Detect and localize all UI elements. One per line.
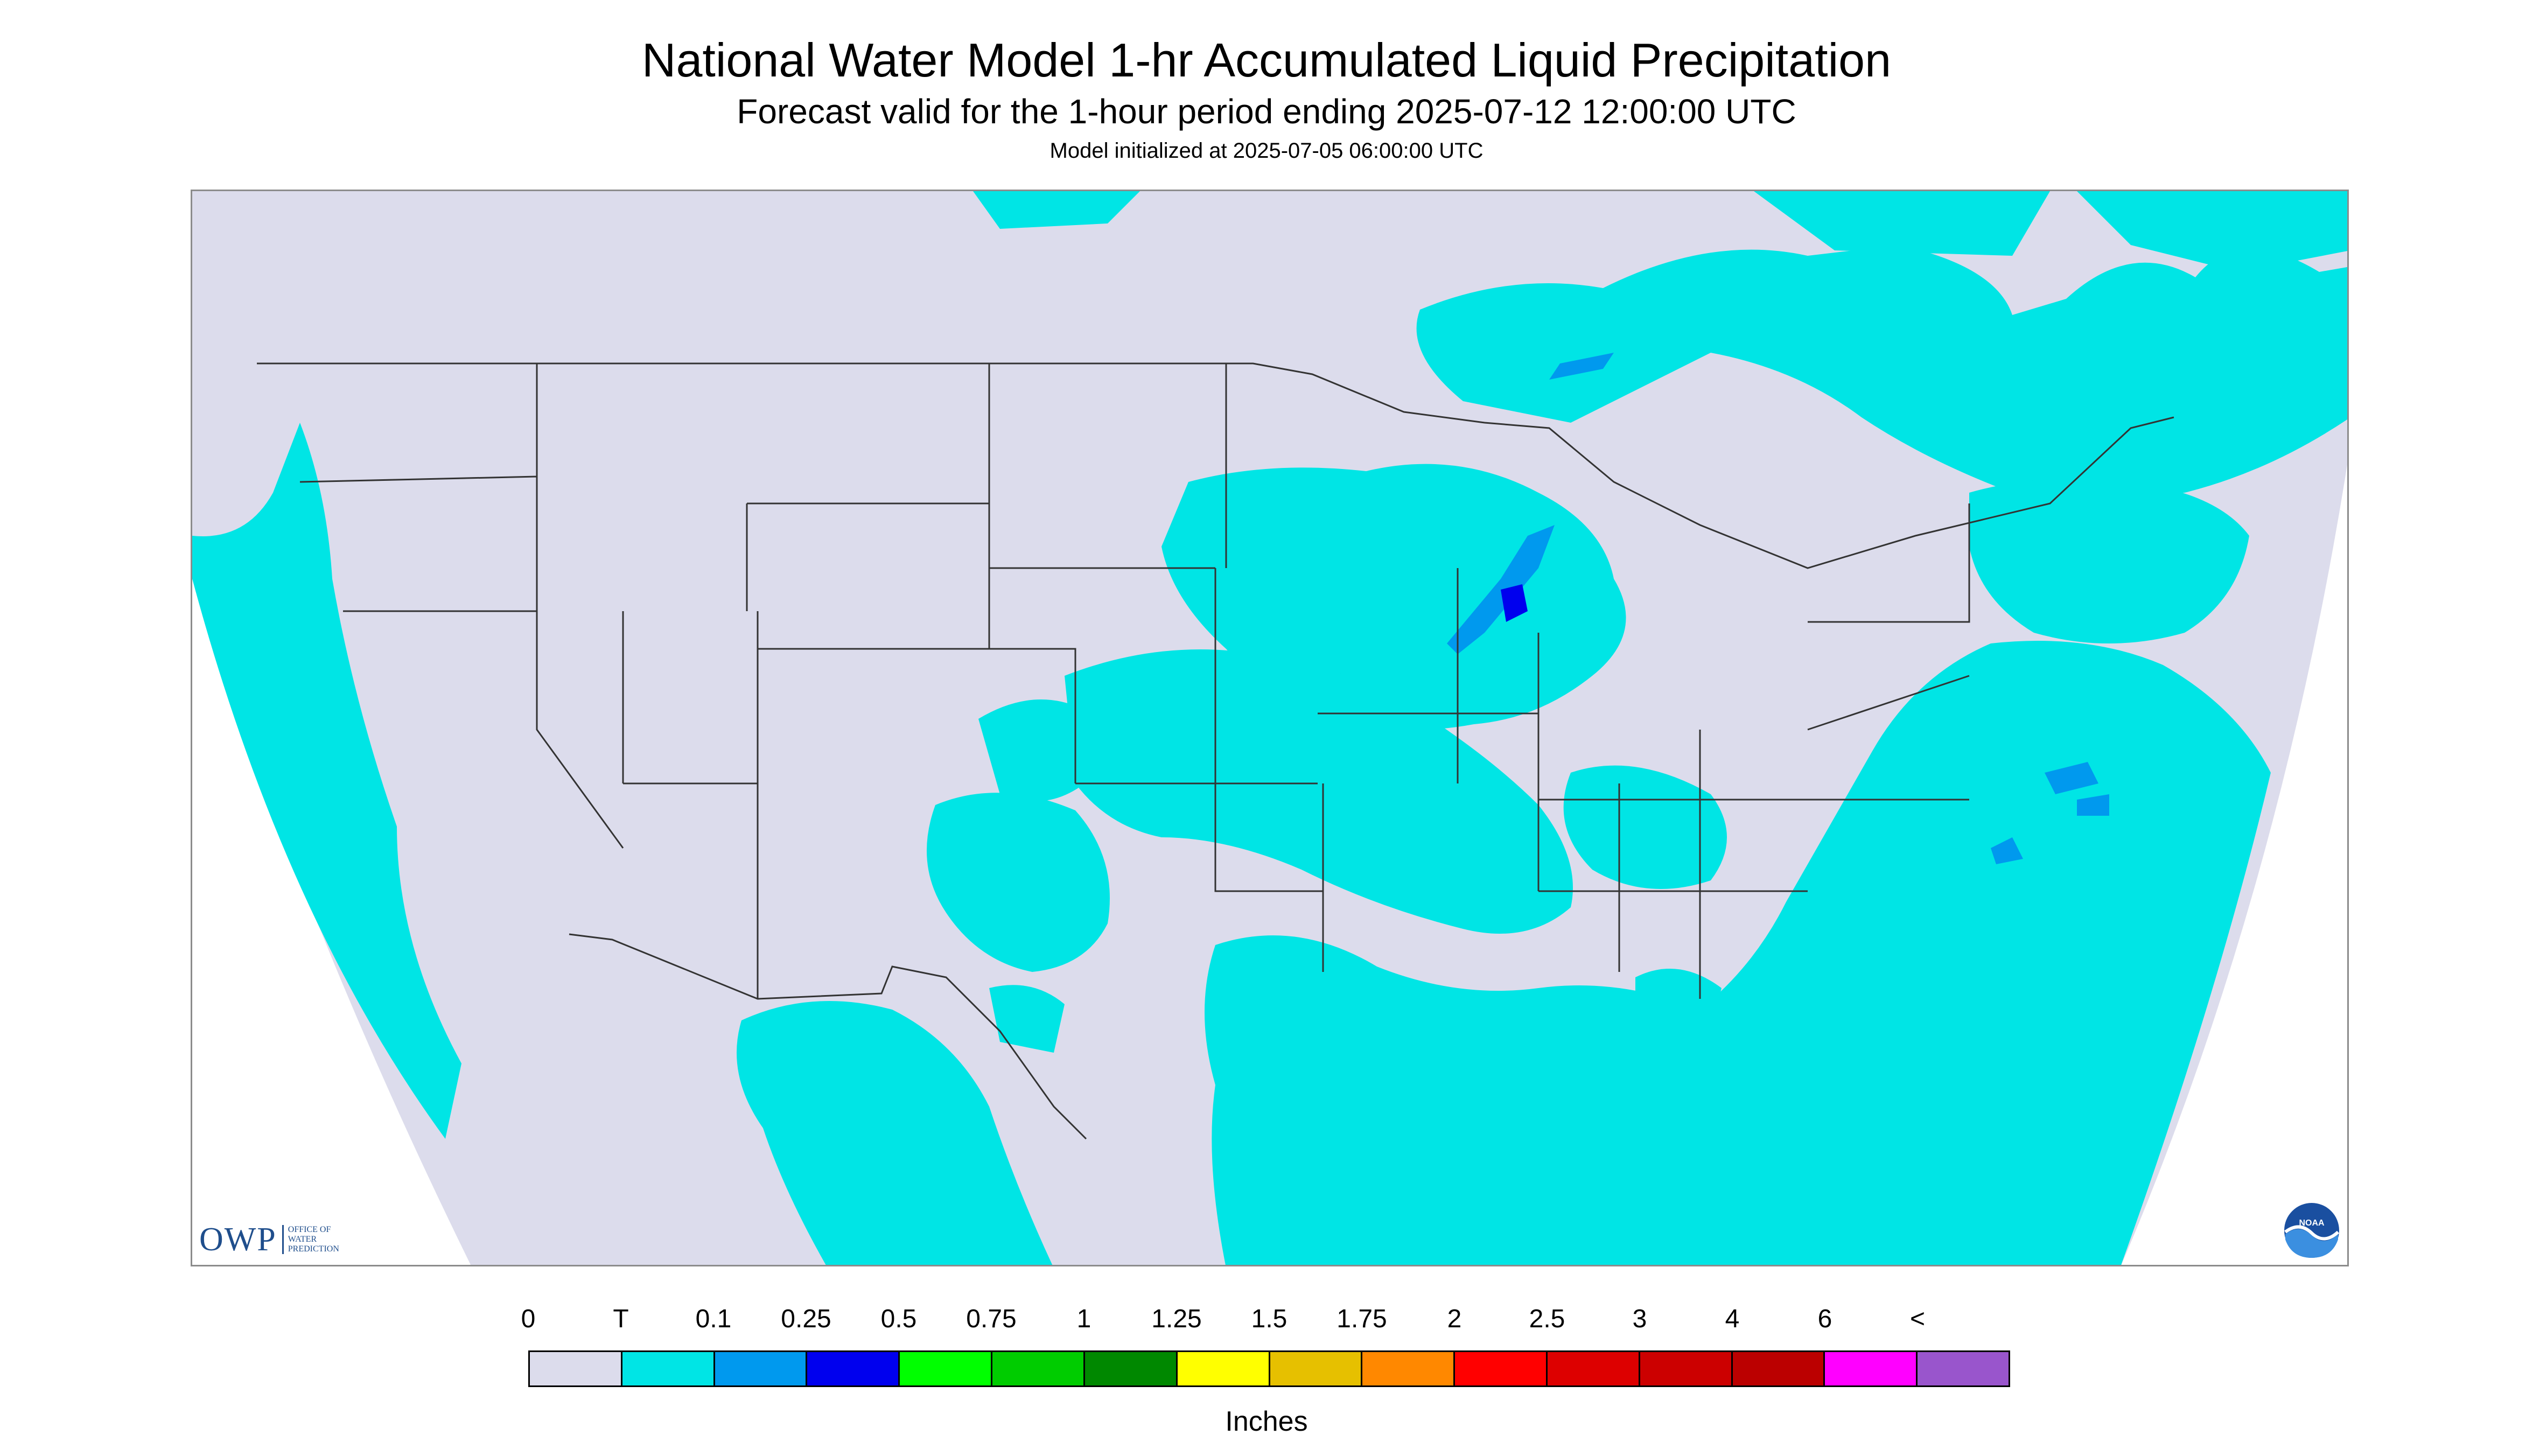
legend-label-15: < [1909, 1305, 1926, 1333]
legend-swatch-3 [807, 1352, 900, 1385]
legend-swatch-12 [1640, 1352, 1733, 1385]
legend-label-10: 2 [1447, 1305, 1462, 1333]
legend-label-6: 1 [1076, 1305, 1091, 1333]
legend-swatch-8 [1270, 1352, 1363, 1385]
legend-label-1: T [613, 1305, 629, 1333]
state-lines-west [299, 362, 1318, 999]
legend-label-5: 0.75 [966, 1305, 1017, 1333]
political-boundaries [257, 362, 2174, 1140]
legend-label-9: 1.75 [1337, 1305, 1387, 1333]
legend-colorbar [528, 1350, 2010, 1387]
model-init-caption: Model initialized at 2025-07-05 06:00:00… [1049, 139, 1484, 163]
map-canvas [192, 191, 2347, 1265]
precip-canada-top [973, 191, 1140, 229]
precip-light-regions [192, 191, 2347, 1265]
map-title: National Water Model 1-hr Accumulated Li… [641, 33, 1892, 87]
precip-canada-band [1416, 245, 2347, 498]
legend-swatch-6 [1084, 1352, 1178, 1385]
legend-label-4: 0.5 [880, 1305, 917, 1333]
legend-swatch-7 [1177, 1352, 1270, 1385]
owp-logo-text: OFFICE OF WATER PREDICTION [282, 1225, 353, 1254]
precip-moderate-regions [1447, 353, 2109, 864]
precipitation-map [191, 190, 2349, 1266]
precip-quebec [1754, 191, 2050, 256]
legend-swatch-14 [1825, 1352, 1918, 1385]
forecast-valid-subtitle: Forecast valid for the 1-hour period end… [737, 92, 1796, 131]
legend-swatch-9 [1362, 1352, 1456, 1385]
legend-label-7: 1.25 [1151, 1305, 1202, 1333]
state-lines-central [1214, 503, 1970, 999]
legend-label-2: 0.1 [695, 1305, 732, 1333]
legend-swatch-1 [622, 1352, 715, 1385]
legend-labels: 0 T 0.1 0.25 0.5 0.75 1 1.25 1.5 1.75 2 2.5 3 4 6 < [0, 1303, 2533, 1341]
precip-mexico-north [989, 985, 1065, 1053]
legend-label-0: 0 [521, 1305, 536, 1333]
precip-central-plains [1065, 649, 1573, 934]
us-canada-border [257, 362, 2174, 569]
noaa-logo-text: NOAA [2299, 1219, 2325, 1228]
legend-swatch-13 [1732, 1352, 1825, 1385]
precip-texas-nm [927, 793, 1110, 972]
legend-label-13: 4 [1725, 1305, 1740, 1333]
precip-atlantic-cells [1991, 762, 2109, 864]
noaa-logo-icon: NOAA [2283, 1202, 2340, 1259]
precip-gulf-atlantic [1205, 641, 2271, 1265]
precip-appalachia [1563, 765, 1727, 889]
precip-northeast [1969, 478, 2249, 643]
legend-label-3: 0.25 [781, 1305, 831, 1333]
legend-label-12: 3 [1632, 1305, 1647, 1333]
legend-label-8: 1.5 [1251, 1305, 1288, 1333]
precip-labrador [2077, 191, 2347, 272]
legend-swatch-15 [1918, 1352, 2009, 1385]
precip-kansas [978, 699, 1097, 802]
legend-swatch-4 [900, 1352, 993, 1385]
owp-logo: OWP OFFICE OF WATER PREDICTION [199, 1220, 353, 1259]
legend-swatch-0 [530, 1352, 622, 1385]
precip-lake-superior-band [1549, 353, 1614, 380]
precip-heavy-cell [1501, 584, 1528, 622]
precip-pacific-coast [192, 423, 461, 1139]
owp-logo-mark: OWP [199, 1221, 277, 1258]
legend-swatch-2 [715, 1352, 808, 1385]
precip-mexico [737, 1001, 1053, 1265]
legend-swatch-5 [992, 1352, 1085, 1385]
us-mexico-border [569, 933, 1087, 1140]
legend-label-14: 6 [1817, 1305, 1832, 1333]
legend-swatch-11 [1547, 1352, 1640, 1385]
legend-swatch-10 [1455, 1352, 1548, 1385]
legend-label-11: 2.5 [1529, 1305, 1565, 1333]
legend-units-label: Inches [1225, 1406, 1308, 1437]
